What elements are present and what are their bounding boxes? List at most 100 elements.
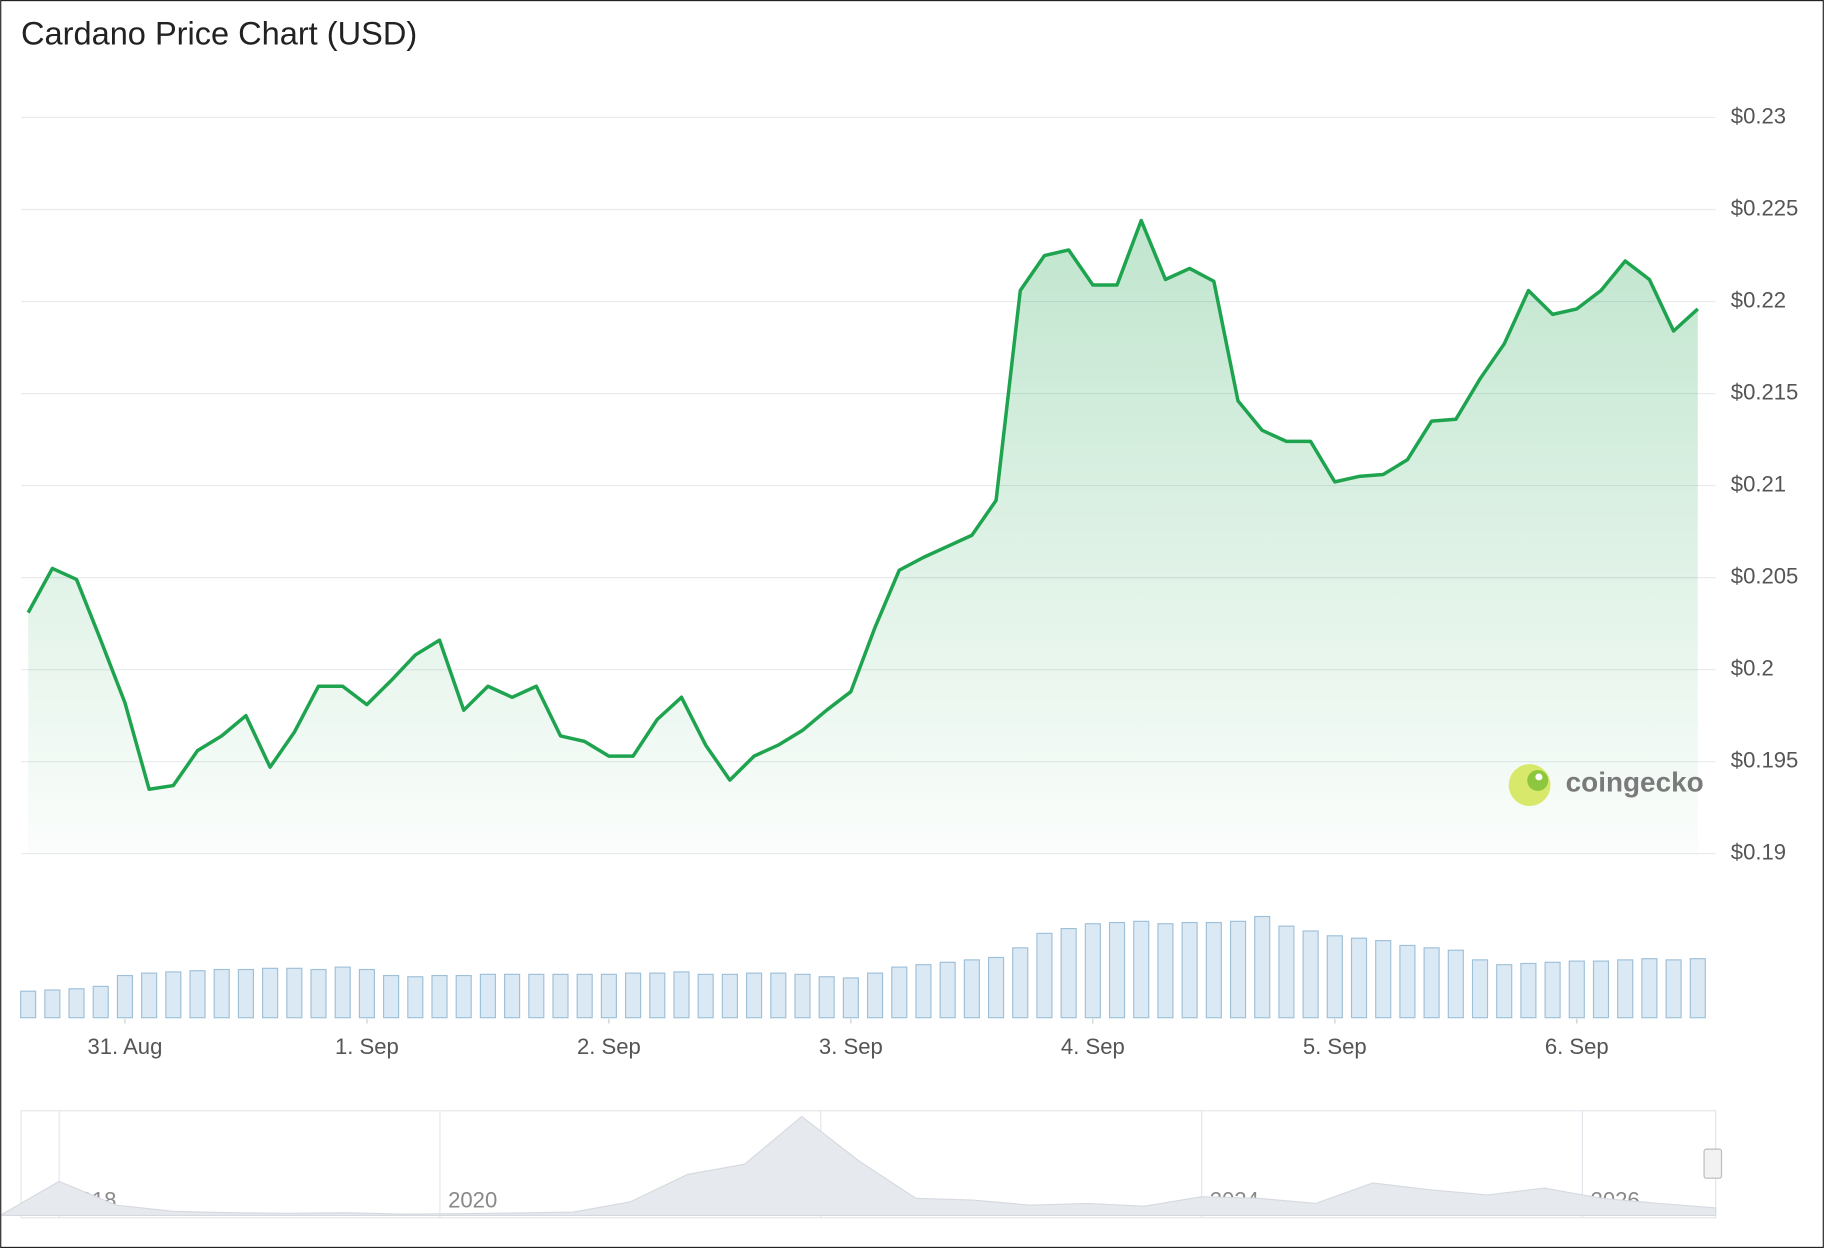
volume-bar xyxy=(20,990,37,1019)
volume-bar xyxy=(697,973,714,1019)
volume-bar xyxy=(1012,947,1029,1019)
volume-bar xyxy=(479,973,496,1019)
volume-bar xyxy=(68,988,85,1019)
price-line xyxy=(26,218,1699,792)
y-tick-label: $0.215 xyxy=(1731,379,1799,404)
price-area xyxy=(28,220,1698,854)
volume-bar xyxy=(939,961,956,1019)
volume-bar xyxy=(1229,920,1247,1019)
chart-title: Cardano Price Chart (USD) xyxy=(21,16,417,52)
x-tick-label: 3. Sep xyxy=(819,1034,883,1059)
watermark-logo-part xyxy=(1527,769,1549,791)
volume-bar xyxy=(600,973,617,1019)
volume-bar xyxy=(987,956,1005,1019)
volume-bar xyxy=(1617,959,1634,1019)
y-tick-label: $0.21 xyxy=(1731,471,1786,496)
volume-bar xyxy=(1496,964,1513,1019)
volume-bar xyxy=(1447,949,1464,1019)
volume-bar xyxy=(1181,921,1198,1019)
plot xyxy=(20,218,1706,1019)
volume-bar xyxy=(1302,930,1319,1019)
volume-bar xyxy=(891,966,908,1019)
volume-bar xyxy=(141,972,158,1019)
watermark-eye xyxy=(1535,773,1543,781)
volume-bar xyxy=(866,972,884,1019)
navigator: 20182020202220242026 xyxy=(1,1110,1717,1218)
volume-bar xyxy=(1133,920,1150,1019)
watermark: coingecko xyxy=(1508,764,1704,807)
volume-bar xyxy=(528,973,545,1019)
watermark-text: coingecko xyxy=(1566,766,1704,797)
volume-bar xyxy=(1084,923,1101,1019)
volume-bar xyxy=(165,971,182,1019)
volume-bar xyxy=(1665,959,1682,1019)
volume-bar xyxy=(770,972,787,1019)
volume-bar xyxy=(1471,959,1489,1019)
volume-bar xyxy=(1108,921,1126,1019)
volume-bar xyxy=(1254,915,1271,1019)
x-tick-label: 6. Sep xyxy=(1545,1034,1609,1059)
volume-bar xyxy=(1689,958,1706,1019)
y-tick-label: $0.225 xyxy=(1731,195,1799,220)
volume-bar xyxy=(649,972,666,1019)
volume-bar xyxy=(915,964,932,1019)
x-tick-label: 1. Sep xyxy=(335,1034,399,1059)
volume-bar xyxy=(963,959,980,1019)
y-tick-label: $0.23 xyxy=(1731,103,1786,128)
volume-bar xyxy=(1326,935,1343,1019)
volume-bar xyxy=(1157,923,1174,1019)
volume-bar xyxy=(1520,962,1537,1019)
volume-bar xyxy=(1060,927,1077,1019)
volume-bar xyxy=(1641,958,1658,1019)
volume-bar xyxy=(794,973,811,1019)
volume-bar xyxy=(1375,940,1392,1019)
volume-bar xyxy=(504,973,521,1019)
navigator-area xyxy=(1,1115,1717,1217)
volume-bar xyxy=(1544,961,1561,1019)
volume-bar xyxy=(44,989,61,1019)
volume-bar xyxy=(1036,932,1053,1019)
navigator-tick-label: 2020 xyxy=(448,1187,497,1212)
x-tick-label: 2. Sep xyxy=(577,1034,641,1059)
volume-bar xyxy=(842,977,859,1019)
volume-bar xyxy=(383,974,400,1019)
volume-bar xyxy=(818,976,835,1019)
volume-bar xyxy=(237,968,255,1019)
volume-bar xyxy=(721,973,738,1019)
y-tick-label: $0.205 xyxy=(1731,563,1799,588)
volume-bar xyxy=(1592,960,1610,1019)
volume-bar xyxy=(1278,925,1295,1019)
volume-bar xyxy=(286,967,303,1019)
y-tick-label: $0.19 xyxy=(1731,840,1786,865)
volume-bar xyxy=(455,974,472,1019)
volume-bar xyxy=(189,970,206,1019)
volume-bar xyxy=(552,973,569,1019)
x-tick-label: 4. Sep xyxy=(1061,1034,1125,1059)
volume-bar xyxy=(1350,937,1368,1019)
volume-bar xyxy=(116,974,134,1019)
volume-bar xyxy=(310,968,327,1019)
navigator-handle[interactable] xyxy=(1703,1148,1723,1179)
volume-bar xyxy=(334,966,351,1019)
volume-bar xyxy=(262,967,279,1019)
x-tick-label: 31. Aug xyxy=(87,1034,162,1059)
volume-bar xyxy=(407,976,424,1019)
volume-bar xyxy=(673,971,690,1019)
y-tick-label: $0.2 xyxy=(1731,655,1774,680)
volume-bar xyxy=(576,973,593,1019)
volume-bar xyxy=(625,972,642,1019)
y-tick-label: $0.22 xyxy=(1731,287,1786,312)
volume-bar xyxy=(92,985,109,1019)
volume-bar xyxy=(358,968,375,1019)
volume-bar xyxy=(431,974,448,1019)
volume-bar xyxy=(1399,944,1416,1019)
volume-bar xyxy=(745,972,763,1019)
volume-bar xyxy=(1568,960,1585,1019)
volume-bar xyxy=(1205,921,1222,1019)
x-tick-label: 5. Sep xyxy=(1303,1034,1367,1059)
volume-bar xyxy=(1423,947,1440,1019)
y-tick-label: $0.195 xyxy=(1731,748,1799,773)
volume-bar xyxy=(213,968,230,1019)
